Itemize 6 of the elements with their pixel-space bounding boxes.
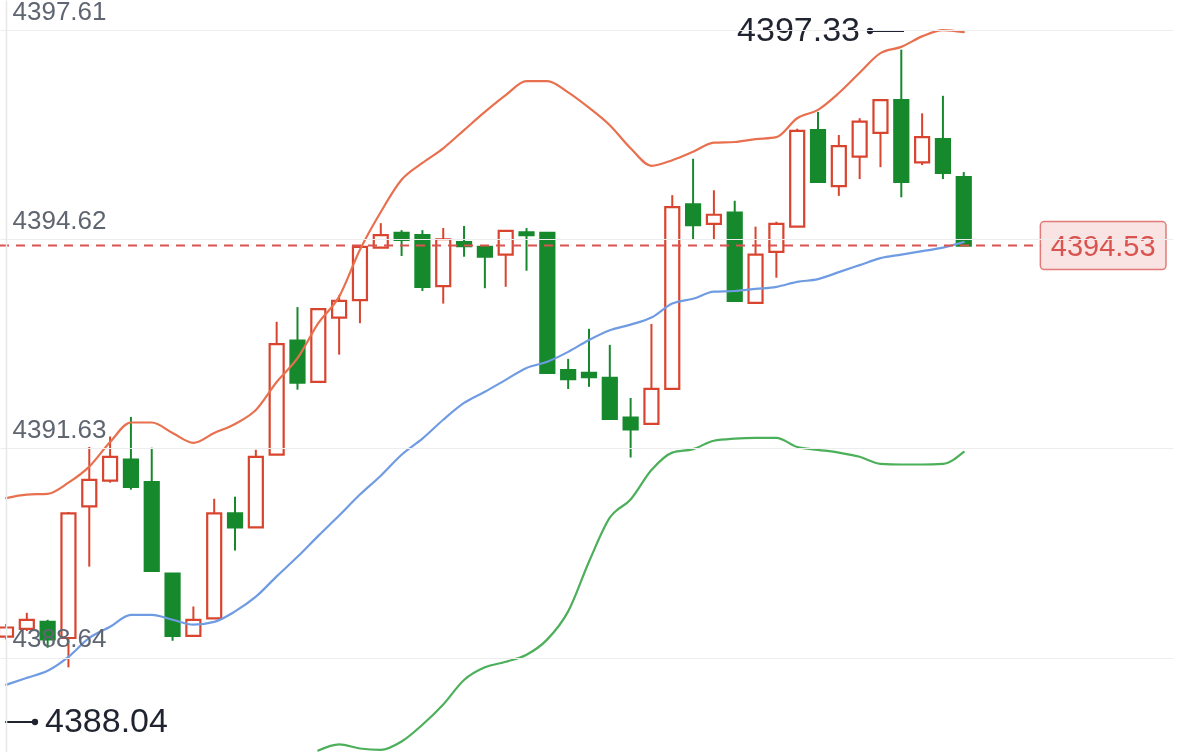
ref-line-label: 4394.53 xyxy=(1050,229,1156,262)
y-tick-label: 4391.63 xyxy=(12,413,107,444)
annotation: 4397.33 xyxy=(737,10,860,48)
y-tick-label: 4397.61 xyxy=(12,0,107,26)
annotation: 4388.04 xyxy=(45,701,168,739)
y-tick-label: 4394.62 xyxy=(12,204,107,235)
